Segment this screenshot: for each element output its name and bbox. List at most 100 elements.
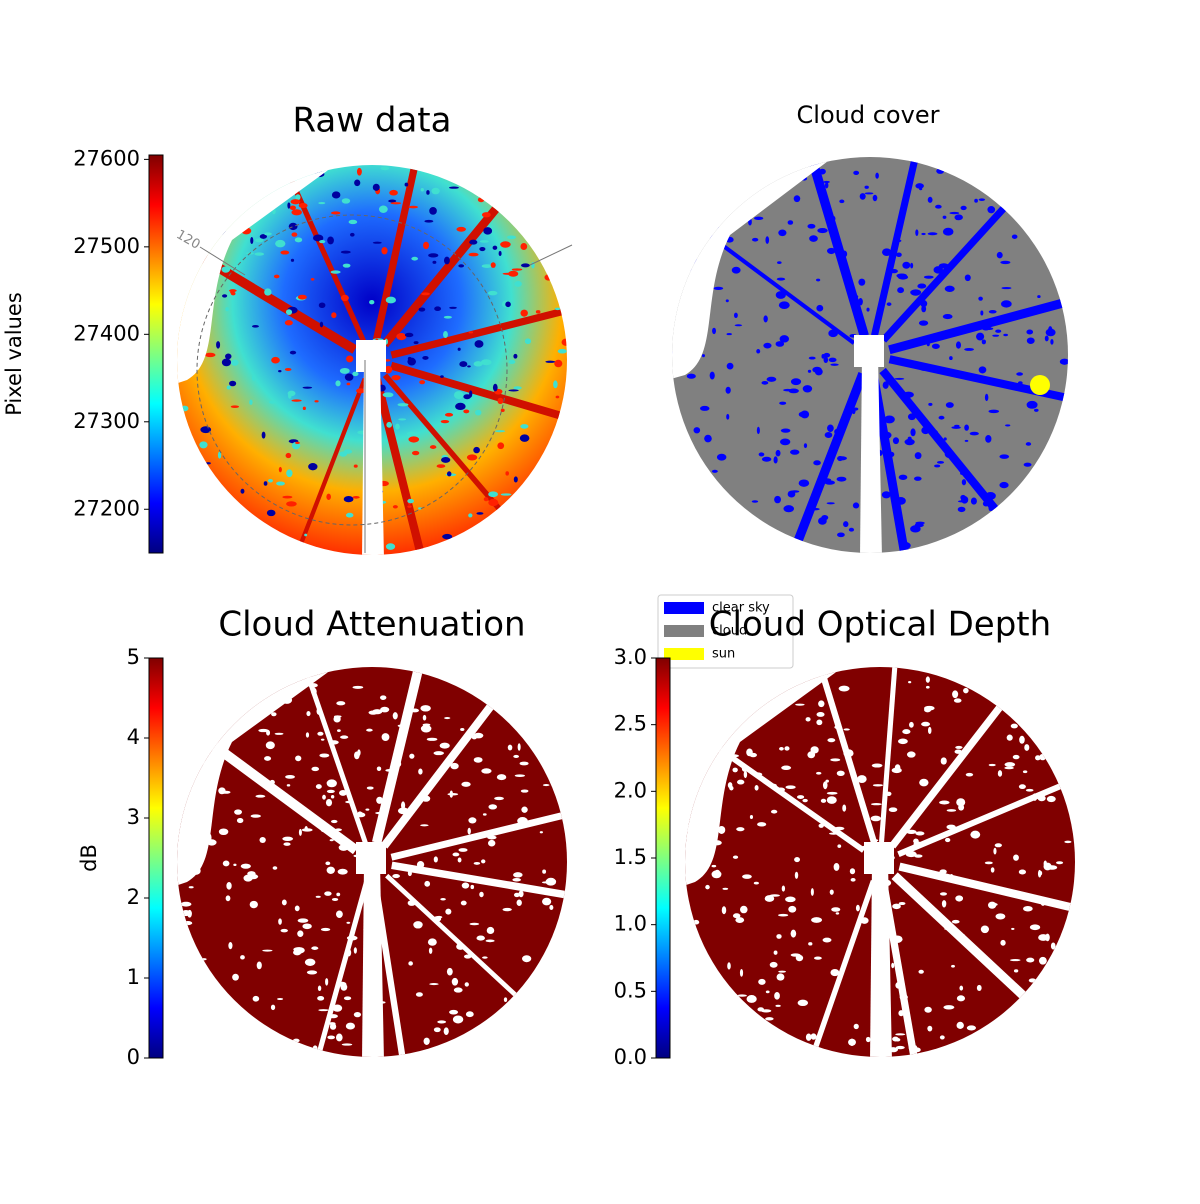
speckle — [872, 784, 884, 787]
speckle — [1000, 260, 1011, 265]
speckle — [787, 220, 794, 225]
speckle — [960, 471, 964, 475]
speckle — [1023, 462, 1032, 467]
speckle — [324, 891, 332, 896]
speckle — [837, 844, 842, 848]
speckle — [439, 742, 450, 749]
speckle — [483, 497, 489, 502]
speckle — [474, 340, 484, 348]
speckle — [545, 877, 557, 886]
speckle — [999, 454, 1010, 459]
speckle — [513, 476, 518, 483]
speckle — [830, 758, 841, 762]
speckle — [931, 343, 940, 349]
speckle — [293, 947, 305, 954]
speckle — [261, 431, 266, 439]
speckle — [508, 270, 519, 277]
streak — [803, 157, 869, 338]
speckle — [826, 796, 837, 804]
speckle — [240, 488, 245, 494]
speckle — [1009, 959, 1021, 962]
speckle — [518, 890, 524, 898]
speckle — [816, 304, 824, 312]
speckle — [716, 453, 727, 461]
speckle — [843, 521, 849, 528]
speckle — [463, 954, 472, 959]
speckle — [926, 341, 930, 347]
speckle — [920, 300, 928, 308]
speckle — [824, 1013, 829, 1021]
speckle — [810, 888, 814, 896]
speckle — [1000, 300, 1012, 308]
speckle — [488, 498, 499, 507]
speckle — [925, 676, 930, 683]
speckle — [790, 953, 801, 957]
speckle — [502, 907, 512, 912]
speckle — [421, 795, 431, 802]
speckle — [978, 366, 987, 374]
speckle — [951, 426, 961, 429]
streak — [390, 807, 567, 861]
speckle — [446, 471, 452, 477]
speckle — [265, 741, 275, 750]
colorbar-tick-label: 4 — [127, 725, 140, 749]
speckle — [263, 481, 268, 486]
speckle — [838, 685, 850, 692]
speckle — [396, 333, 407, 341]
speckle — [297, 918, 309, 923]
speckle — [882, 381, 889, 389]
speckle — [398, 418, 407, 421]
speckle — [961, 479, 967, 486]
speckle — [722, 887, 729, 890]
speckle — [513, 386, 522, 390]
speckle — [453, 987, 463, 993]
speckle — [810, 1033, 817, 1040]
speckle — [411, 256, 419, 261]
speckle — [1038, 956, 1047, 965]
speckle — [900, 542, 911, 550]
speckle — [180, 405, 189, 412]
speckle — [970, 830, 981, 839]
speckle — [945, 402, 954, 408]
speckle — [277, 997, 284, 1001]
speckle — [310, 278, 315, 281]
speckle — [777, 261, 782, 264]
speckle — [516, 899, 522, 906]
speckle — [949, 873, 954, 881]
speckle — [466, 454, 478, 461]
speckle — [331, 191, 341, 199]
speckle — [721, 906, 727, 915]
speckle — [353, 464, 358, 468]
speckle — [519, 761, 529, 766]
speckle — [251, 324, 259, 328]
speckle — [906, 751, 916, 758]
speckle — [778, 229, 787, 237]
speckle — [999, 481, 1009, 489]
streak — [889, 690, 1015, 849]
speckle — [461, 781, 471, 787]
speckle — [337, 729, 341, 733]
speckle — [779, 335, 790, 343]
speckle — [236, 818, 244, 824]
speckle — [818, 700, 825, 708]
speckle — [284, 320, 293, 326]
speckle — [343, 996, 352, 1001]
speckle — [841, 250, 848, 258]
speckle — [468, 331, 474, 334]
speckle — [895, 497, 906, 505]
speckle — [891, 767, 902, 774]
speckle — [769, 961, 778, 968]
speckle — [935, 204, 942, 209]
speckle — [925, 685, 930, 689]
speckle — [338, 844, 349, 851]
speckle — [333, 715, 342, 718]
speckle — [390, 202, 402, 205]
speckle — [870, 803, 882, 806]
speckle — [271, 712, 277, 717]
speckle — [498, 880, 507, 887]
speckle — [420, 188, 424, 192]
speckle — [346, 382, 351, 386]
speckle — [252, 995, 260, 1002]
speckle — [1026, 329, 1034, 335]
speckle — [779, 438, 791, 446]
